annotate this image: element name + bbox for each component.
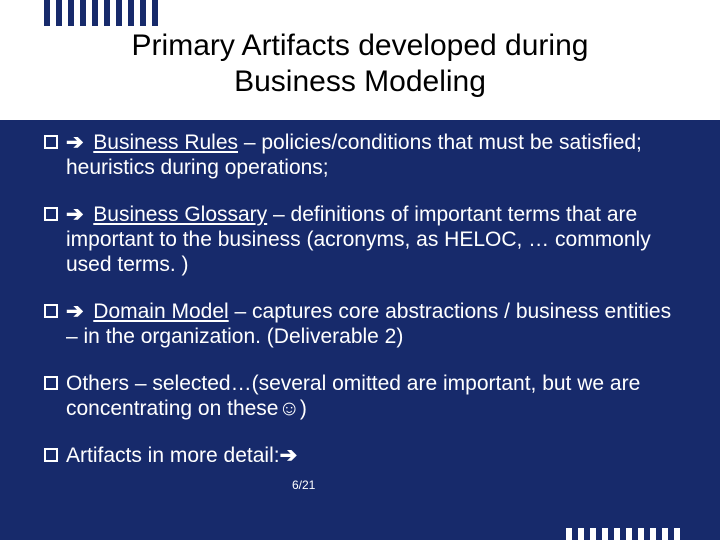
bullet-item: ➔ Business Rules – policies/conditions t…	[44, 130, 684, 180]
arrow-icon: ➔	[66, 300, 82, 323]
bullet-marker	[44, 448, 58, 462]
arrow-icon: ➔	[66, 203, 82, 226]
term-underlined: Domain Model	[93, 300, 228, 323]
title-line-1: Primary Artifacts developed during	[132, 29, 589, 62]
top-decorative-stripes	[44, 0, 158, 26]
bullet-item: Others – selected…(several omitted are i…	[44, 371, 684, 421]
term-underlined: Business Glossary	[93, 203, 267, 226]
term-underlined: Business Rules	[93, 131, 238, 154]
bullet-text: Others – selected…(several omitted are i…	[66, 371, 684, 421]
bullet-text: ➔ Domain Model – captures core abstracti…	[66, 299, 684, 349]
bullet-marker	[44, 135, 58, 149]
slide-title: Primary Artifacts developed during Busin…	[0, 28, 720, 100]
bullet-plain: Artifacts in more detail:	[66, 444, 280, 467]
slide-number: 6/21	[292, 478, 315, 492]
bullet-text: Artifacts in more detail:➔	[66, 443, 684, 468]
bullet-text: ➔ Business Rules – policies/conditions t…	[66, 130, 684, 180]
bullet-text: ➔ Business Glossary – definitions of imp…	[66, 202, 684, 277]
bullet-marker	[44, 207, 58, 221]
bottom-decorative-stripes	[566, 528, 680, 540]
bullet-plain: Others – selected…(several omitted are i…	[66, 372, 640, 420]
bullet-marker	[44, 304, 58, 318]
arrow-icon: ➔	[66, 131, 82, 154]
arrow-icon: ➔	[280, 444, 296, 467]
bullet-marker	[44, 376, 58, 390]
slide-body: ➔ Business Rules – policies/conditions t…	[44, 130, 684, 490]
title-line-2: Business Modeling	[234, 65, 486, 98]
bullet-item: ➔ Domain Model – captures core abstracti…	[44, 299, 684, 349]
bullet-item: ➔ Business Glossary – definitions of imp…	[44, 202, 684, 277]
bullet-item: Artifacts in more detail:➔	[44, 443, 684, 468]
title-band: Primary Artifacts developed during Busin…	[0, 0, 720, 120]
